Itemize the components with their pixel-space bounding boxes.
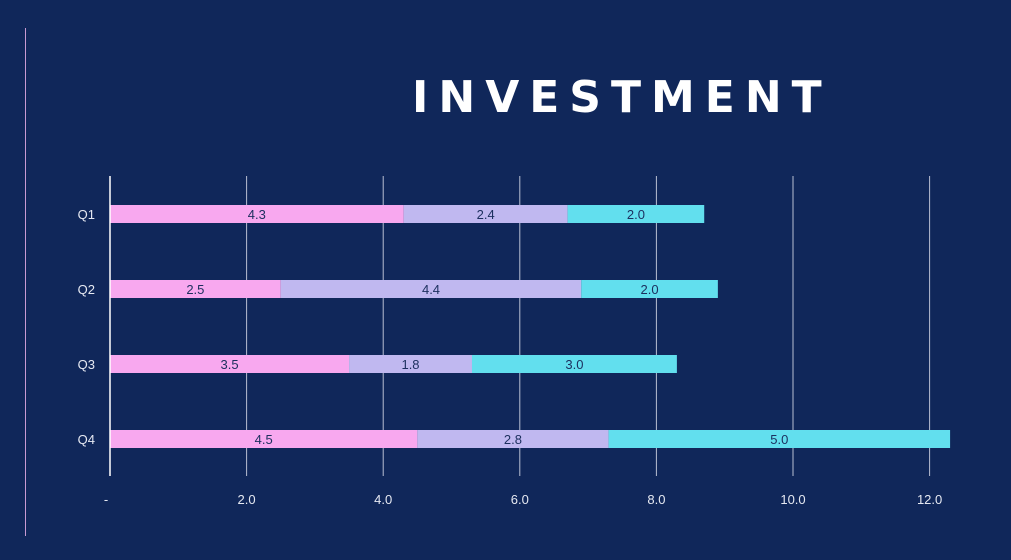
grid-lines xyxy=(246,176,931,476)
data-label-q1-segment-2: 2.4 xyxy=(477,207,495,222)
x-tick-label-5: 10.0 xyxy=(780,492,805,507)
bar-q2-segment-3 xyxy=(581,280,718,298)
left-accent-line xyxy=(25,28,26,536)
data-label-q2-segment-1: 2.5 xyxy=(186,282,204,297)
bar-q4-segment-3 xyxy=(608,430,951,448)
bar-q2-segment-1 xyxy=(110,280,281,298)
data-label-q1-segment-1: 4.3 xyxy=(248,207,266,222)
data-label-q4-segment-2: 2.8 xyxy=(504,432,522,447)
chart-title: INVESTMENT xyxy=(412,72,832,123)
data-label-q3-segment-1: 3.5 xyxy=(220,357,238,372)
x-tick-label-0: - xyxy=(104,492,108,507)
bar-q3-segment-1 xyxy=(110,355,350,373)
bar-q3-segment-3 xyxy=(471,355,677,373)
data-label-q3-segment-2: 1.8 xyxy=(401,357,419,372)
category-label-q2: Q2 xyxy=(78,282,95,297)
data-label-q2-segment-3: 2.0 xyxy=(641,282,659,297)
axes: Q1 Q2 Q3 Q4 - 2.0 4.0 6.0 8.0 10.0 12.0 xyxy=(78,176,942,507)
data-label-q4-segment-1: 4.5 xyxy=(255,432,273,447)
bar-q4-segment-2 xyxy=(417,430,609,448)
bar-q1-segment-2 xyxy=(403,205,568,223)
bar-q4-segment-1 xyxy=(110,430,418,448)
data-label-q3-segment-3: 3.0 xyxy=(565,357,583,372)
data-label-q4-segment-3: 5.0 xyxy=(770,432,788,447)
x-tick-label-2: 4.0 xyxy=(374,492,392,507)
category-label-q3: Q3 xyxy=(78,357,95,372)
data-labels: 4.3 2.4 2.0 2.5 4.4 2.0 3.5 1.8 3.0 4.5 2.8 5.0 xyxy=(186,207,788,447)
bar-q2-segment-2 xyxy=(280,280,582,298)
category-label-q1: Q1 xyxy=(78,207,95,222)
x-tick-label-4: 8.0 xyxy=(647,492,665,507)
x-tick-label-1: 2.0 xyxy=(238,492,256,507)
category-label-q4: Q4 xyxy=(78,432,95,447)
bar-q1-segment-3 xyxy=(567,205,705,223)
bar-q3-segment-2 xyxy=(349,355,472,373)
bar-q1-segment-1 xyxy=(110,205,404,223)
data-label-q2-segment-2: 4.4 xyxy=(422,282,440,297)
x-tick-label-6: 12.0 xyxy=(917,492,942,507)
x-tick-label-3: 6.0 xyxy=(511,492,529,507)
data-label-q1-segment-3: 2.0 xyxy=(627,207,645,222)
bar-series xyxy=(110,205,951,448)
